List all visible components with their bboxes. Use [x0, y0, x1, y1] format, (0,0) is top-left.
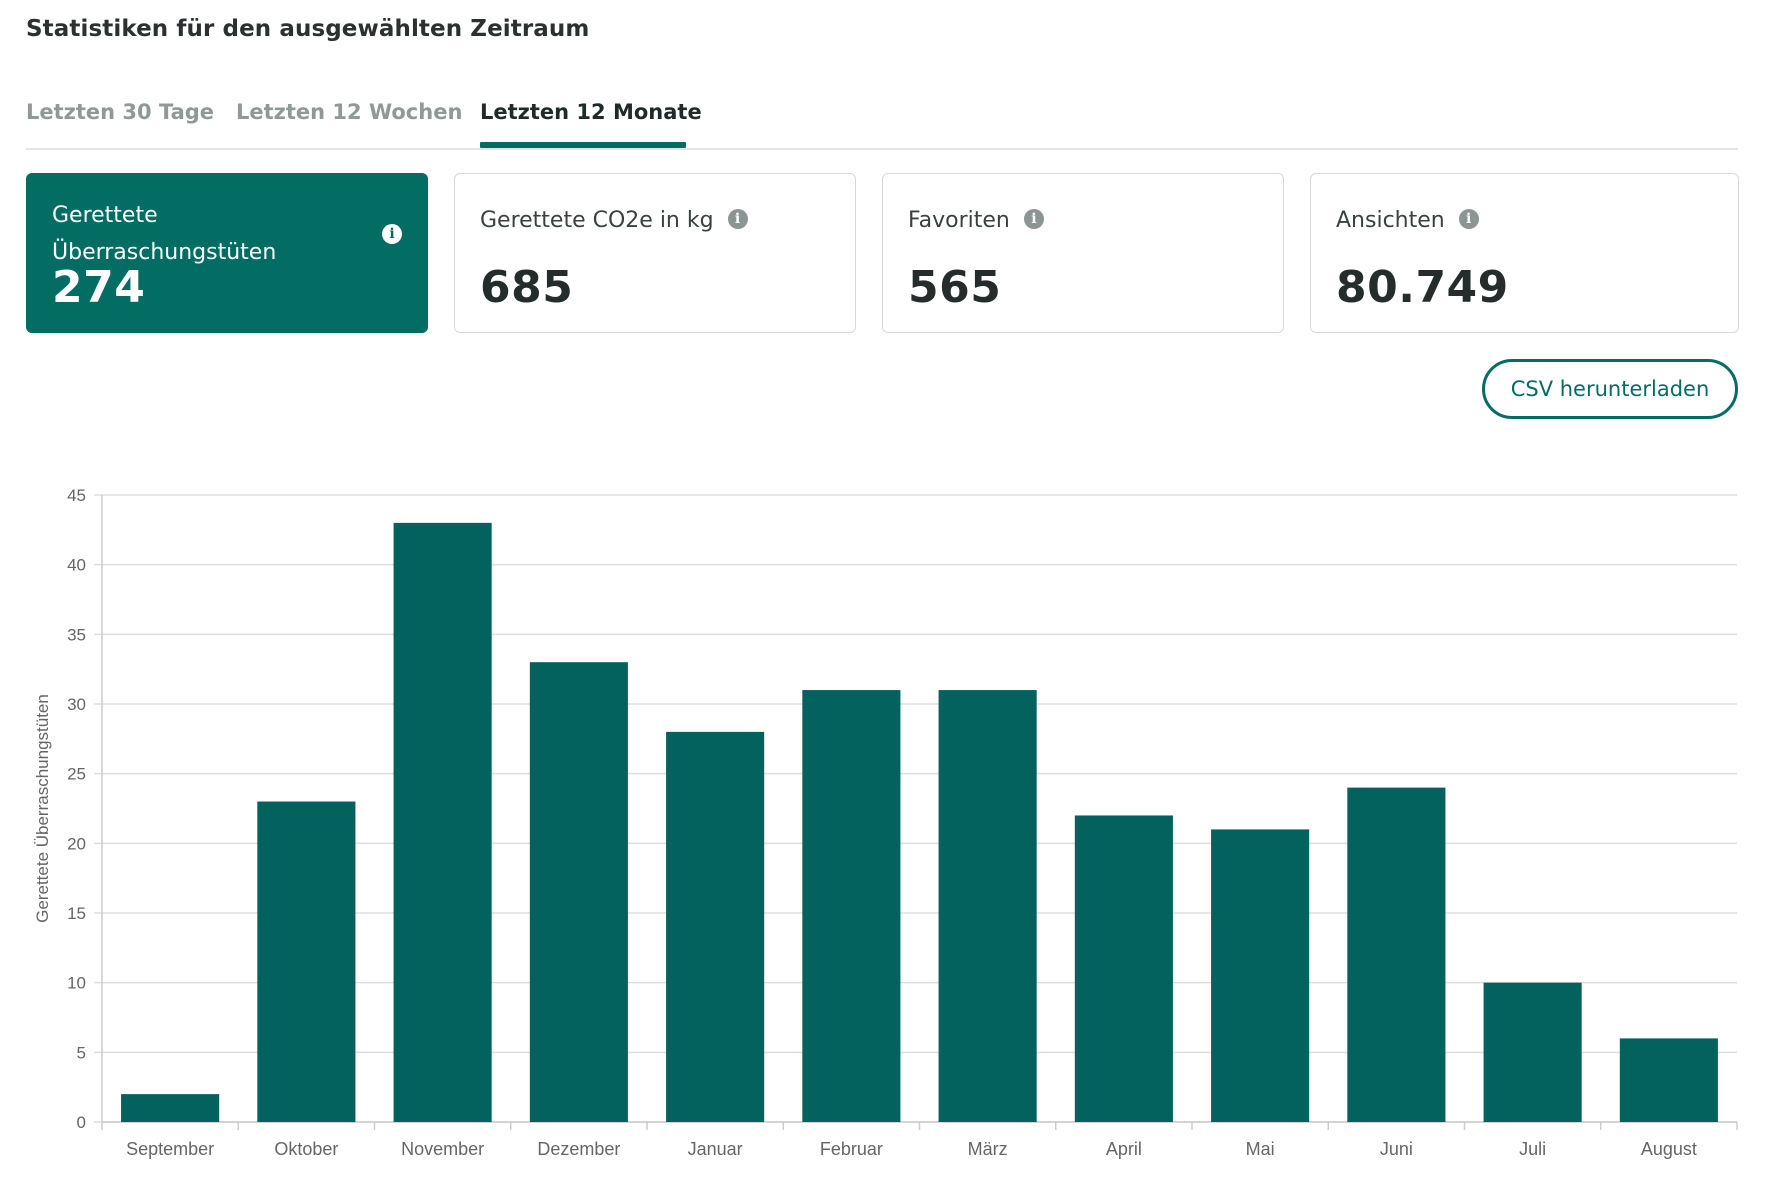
- bar-chart-svg: 0 5 10 15 20 25 30 35 40 45 Gerettete Überraschung…: [33, 486, 1738, 1159]
- y-tick-label: 25: [67, 765, 86, 784]
- bar: [393, 522, 492, 1122]
- x-tick-label: April: [1106, 1139, 1142, 1159]
- bar: [257, 801, 356, 1122]
- y-tick-label: 15: [67, 904, 86, 923]
- csv-download-button[interactable]: CSV herunterladen: [1482, 359, 1738, 419]
- stat-card-co2e[interactable]: Gerettete CO2e in kg i 685: [454, 173, 856, 333]
- y-tick-label: 0: [77, 1113, 86, 1132]
- stat-card-label: Gerettete Überraschungstüten: [52, 203, 277, 265]
- stat-card-label: Ansichten: [1336, 208, 1445, 233]
- stat-card-views[interactable]: Ansichten i 80.749: [1310, 173, 1739, 333]
- y-tick-label: 30: [67, 695, 86, 714]
- x-tick-label: Januar: [688, 1139, 743, 1159]
- y-tick-label: 45: [67, 486, 86, 505]
- stat-card-label: Favoriten: [908, 208, 1010, 233]
- x-tick-label: Oktober: [274, 1139, 338, 1159]
- bar: [938, 690, 1037, 1122]
- y-tick-label: 5: [77, 1043, 86, 1062]
- page-title: Statistiken für den ausgewählten Zeitrau…: [26, 16, 590, 42]
- active-tab-indicator: [480, 142, 686, 148]
- x-tick-label: März: [968, 1139, 1008, 1159]
- x-tick-label: Februar: [820, 1139, 883, 1159]
- x-tick-label: Dezember: [537, 1139, 620, 1159]
- x-tick-label: Juni: [1380, 1139, 1413, 1159]
- info-icon[interactable]: i: [1458, 209, 1479, 229]
- bar: [666, 731, 765, 1122]
- bar: [1074, 815, 1173, 1122]
- bar-chart: 0 5 10 15 20 25 30 35 40 45 Gerettete Überraschung…: [0, 470, 1765, 1183]
- x-tick-label: Juli: [1519, 1139, 1546, 1159]
- period-tabs: Letzten 30 Tage Letzten 12 Wochen Letzte…: [26, 76, 1738, 150]
- stat-card-value: 685: [480, 262, 574, 313]
- y-tick-label: 20: [67, 834, 86, 853]
- y-tick-label: 40: [67, 556, 86, 575]
- stat-card-label-row: Ansichten i: [1336, 202, 1479, 239]
- stat-card-value: 80.749: [1336, 262, 1509, 313]
- y-axis-label: Gerettete Überraschungstüten: [33, 694, 52, 923]
- bar: [529, 662, 628, 1122]
- stat-card-value: 565: [908, 262, 1002, 313]
- bar: [121, 1094, 220, 1122]
- tab-last-30-days[interactable]: Letzten 30 Tage: [26, 100, 215, 124]
- x-tick-label: November: [401, 1139, 484, 1159]
- x-tick-label: August: [1641, 1139, 1697, 1159]
- bar: [802, 690, 901, 1122]
- bar: [1347, 787, 1446, 1122]
- y-tick-label: 35: [67, 625, 86, 644]
- tab-last-12-weeks[interactable]: Letzten 12 Wochen: [236, 100, 463, 124]
- bar: [1483, 982, 1582, 1122]
- stat-card-label-row: Gerettete CO2e in kg i: [480, 202, 748, 239]
- y-tick-label: 10: [67, 974, 86, 993]
- bar: [1619, 1038, 1718, 1122]
- stat-card-saved-bags[interactable]: Gerettete Überraschungstüten i 274: [26, 173, 428, 333]
- x-tick-label: Mai: [1246, 1139, 1275, 1159]
- stat-card-label-row: Favoriten i: [908, 202, 1044, 239]
- info-icon[interactable]: i: [727, 209, 748, 229]
- stat-card-favorites[interactable]: Favoriten i 565: [882, 173, 1284, 333]
- bar: [1211, 829, 1310, 1122]
- info-icon[interactable]: i: [1023, 209, 1044, 229]
- x-tick-label: September: [126, 1139, 214, 1159]
- info-icon[interactable]: i: [382, 224, 402, 244]
- tab-last-12-months[interactable]: Letzten 12 Monate: [480, 100, 702, 124]
- stat-card-label: Gerettete CO2e in kg: [480, 208, 714, 233]
- stat-card-value: 274: [52, 262, 146, 313]
